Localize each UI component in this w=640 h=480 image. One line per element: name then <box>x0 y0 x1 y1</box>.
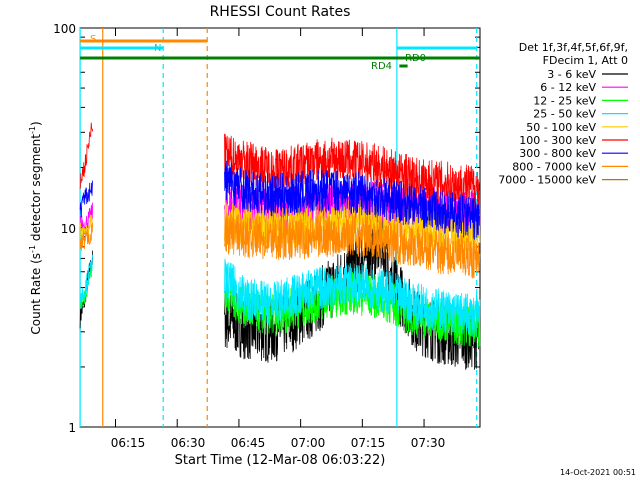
series-line-6 <box>79 180 93 218</box>
legend: Det 1f,3f,4f,5f,6f,9f, FDecim 1, Att 0 3… <box>498 41 628 187</box>
legend-label: 12 - 25 keV <box>533 94 596 107</box>
series-line-4 <box>79 214 93 239</box>
annotation-s: S <box>90 34 96 45</box>
x-axis-label: Start Time (12-Mar-08 06:03:22) <box>175 453 386 468</box>
x-tick-label: 07:30 <box>411 436 446 450</box>
annotation-rd0: RD0 <box>405 53 426 64</box>
y-tick-labels: 100 10 1 <box>53 22 76 435</box>
y-axis-label-sup: -1 <box>28 245 37 253</box>
legend-label: 100 - 300 keV <box>519 134 596 147</box>
legend-label: 300 - 800 keV <box>519 147 596 160</box>
series-line-3 <box>79 254 93 305</box>
annotation-n: N <box>154 43 161 54</box>
series-line-7 <box>224 210 481 279</box>
x-tick-labels: 06:15 06:30 06:45 07:00 07:15 07:30 <box>111 436 446 450</box>
generated-timestamp: 14-Oct-2021 00:51 <box>560 468 636 477</box>
legend-label: 7000 - 15000 keV <box>498 174 596 187</box>
legend-label: 25 - 50 keV <box>533 108 596 121</box>
y-axis-label-part: ) <box>29 121 43 126</box>
x-tick-label: 07:00 <box>291 436 326 450</box>
data-series <box>79 122 481 370</box>
legend-header-line: Det 1f,3f,4f,5f,6f,9f, <box>519 41 628 54</box>
y-tick-label-1: 1 <box>68 421 76 435</box>
x-tick-label: 06:45 <box>231 436 266 450</box>
chart-title: RHESSI Count Rates <box>210 4 351 20</box>
attenuator-bars <box>80 39 480 68</box>
series-line-3 <box>224 258 481 338</box>
series-line-6 <box>224 160 481 240</box>
y-axis-label-part: Count Rate (s <box>29 253 43 335</box>
annotation-rd4: RD4 <box>371 61 392 72</box>
y-tick-label-10: 10 <box>61 222 76 236</box>
legend-label: 6 - 12 keV <box>540 81 596 94</box>
x-tick-label: 06:15 <box>111 436 146 450</box>
series-line-7 <box>79 222 93 251</box>
series-line-5 <box>79 122 93 189</box>
legend-label: 50 - 100 keV <box>526 121 596 134</box>
x-tick-label: 06:30 <box>171 436 206 450</box>
legend-label: 800 - 7000 keV <box>512 160 596 173</box>
x-tick-label: 07:15 <box>351 436 386 450</box>
y-axis-label-part: detector segment <box>29 134 43 245</box>
y-tick-label-100: 100 <box>53 22 76 36</box>
y-axis-label: Count Rate (s-1 detector segment-1) <box>28 121 43 334</box>
legend-label: 3 - 6 keV <box>547 68 596 81</box>
legend-header-line: FDecim 1, Att 0 <box>543 54 628 67</box>
y-axis-label-sup: -1 <box>28 126 37 134</box>
